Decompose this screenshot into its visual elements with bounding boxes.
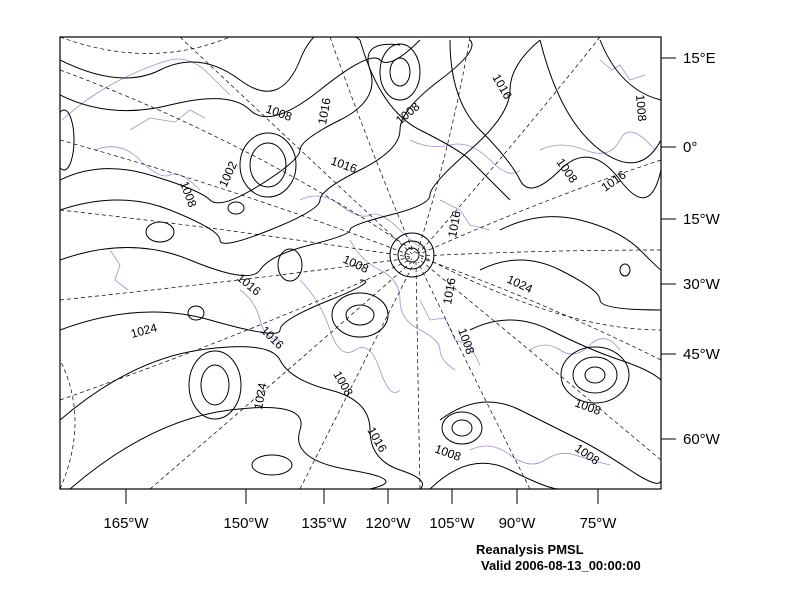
lon-label: 90°W [499, 515, 537, 532]
contour-label: 1024 [251, 381, 269, 410]
isobars [60, 37, 661, 489]
contour-label: 1016 [329, 154, 359, 176]
contour-label: 1008 [393, 99, 423, 127]
contour-labels: 1008 1016 1008 1016 1016 1008 1002 1008 … [129, 72, 649, 468]
contour-label: 1008 [341, 252, 371, 276]
contour-label: 1016 [489, 72, 515, 102]
coastlines [61, 58, 656, 466]
lon-label: 165°W [103, 515, 149, 532]
bottom-axis-ticks [125, 489, 599, 504]
lon-label: 135°W [301, 515, 347, 532]
contour-label: 1008 [554, 156, 581, 186]
right-axis-ticks [661, 57, 676, 440]
contour-label: 1008 [572, 441, 602, 468]
lon-label: 120°W [365, 515, 411, 532]
contour-label: 1024 [129, 320, 159, 341]
lon-label: 150°W [223, 515, 269, 532]
lat-label: 45°W [683, 346, 721, 363]
bottom-axis-labels: 165°W 150°W 135°W 120°W 105°W 90°W 75°W [103, 515, 617, 532]
contour-label: 1016 [258, 323, 287, 352]
contour-label: 1016 [445, 209, 463, 238]
right-axis-labels: 15°E 0° 15°W 30°W 45°W 60°W [683, 50, 721, 448]
lat-label: 15°E [683, 50, 716, 67]
contour-label: 1016 [440, 276, 458, 305]
valid-time: Valid 2006-08-13_00:00:00 [481, 558, 641, 573]
lon-label: 105°W [429, 515, 475, 532]
lat-label: 30°W [683, 276, 721, 293]
contour-label: 1016 [364, 425, 390, 455]
contour-label: 1016 [315, 96, 333, 125]
contour-label: 1008 [264, 102, 294, 124]
contour-label: 1008 [633, 94, 649, 122]
contour-label: 1008 [573, 396, 603, 418]
lat-label: 15°W [683, 211, 721, 228]
lon-label: 75°W [580, 515, 618, 532]
contour-label: 1024 [505, 272, 535, 296]
lat-label: 0° [683, 139, 697, 156]
contour-label: 1008 [177, 179, 199, 209]
contour-label: 1008 [433, 442, 463, 464]
contour-label: 1002 [216, 159, 240, 189]
figure-title: Reanalysis PMSL [476, 542, 584, 557]
contour-label: 1008 [330, 369, 356, 399]
lat-label: 60°W [683, 431, 721, 448]
contour-label: 1016 [234, 271, 264, 299]
graticule [60, 37, 661, 489]
map-frame [59, 36, 662, 490]
contour-label: 1016 [599, 167, 629, 194]
